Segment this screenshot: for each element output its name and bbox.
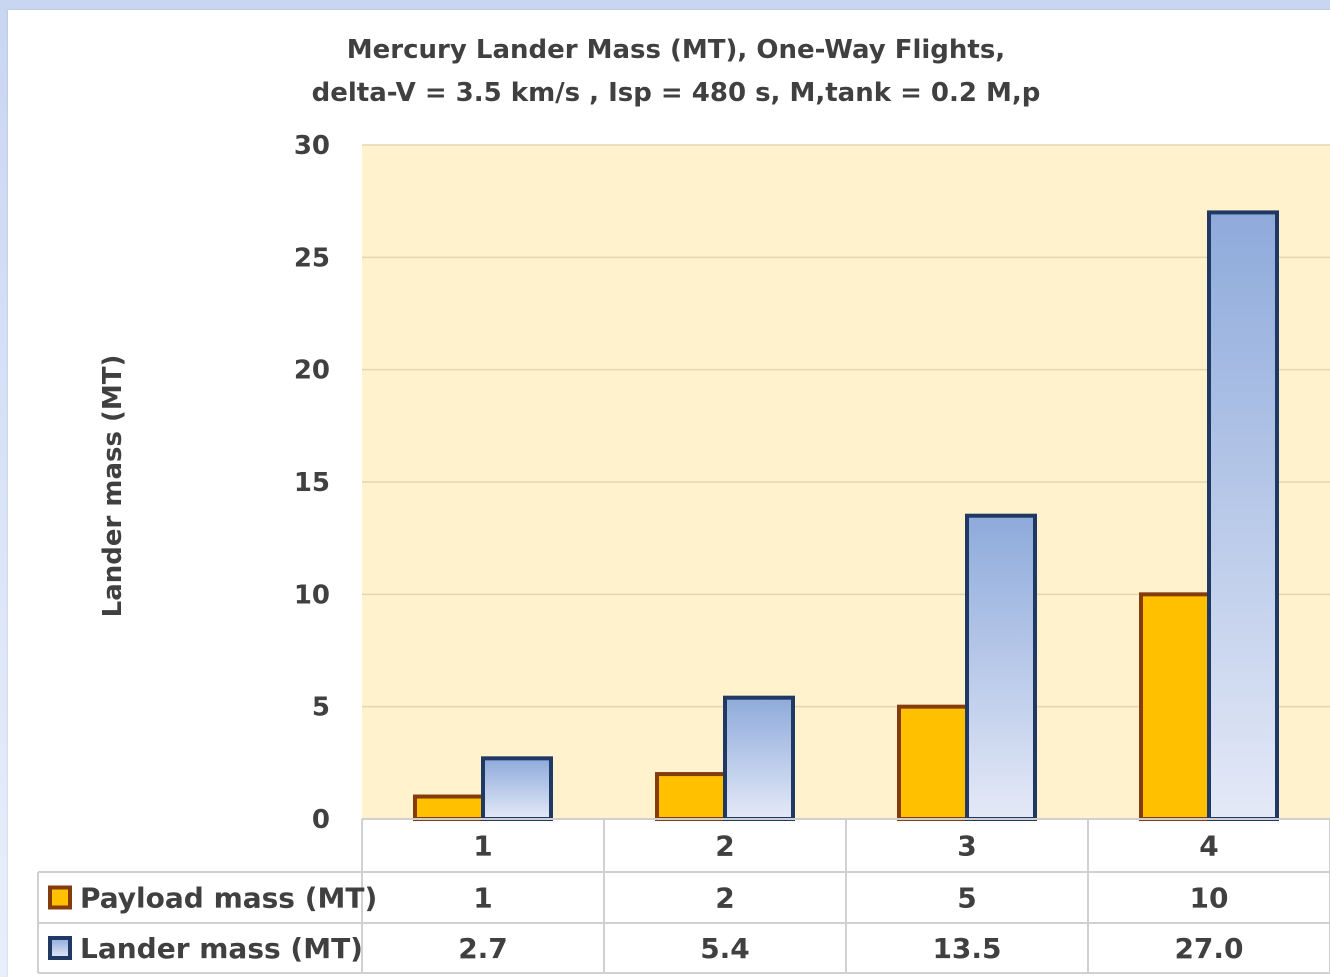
x-tick-label: 2 bbox=[715, 830, 734, 863]
y-tick-label: 25 bbox=[294, 243, 330, 273]
y-tick-label: 20 bbox=[294, 356, 330, 386]
data-label: 13.5 bbox=[932, 932, 1001, 965]
data-label: 10 bbox=[1190, 882, 1229, 915]
legend-swatch bbox=[50, 938, 70, 958]
y-tick-label: 30 bbox=[294, 131, 330, 161]
data-label: 2 bbox=[715, 882, 734, 915]
y-tick-label: 15 bbox=[294, 468, 330, 498]
y-tick-label: 5 bbox=[312, 693, 330, 723]
data-label: 2.7 bbox=[458, 932, 508, 965]
y-axis-ticks: 0 5 10 15 20 25 30 bbox=[294, 131, 330, 835]
chart-area: Mercury Lander Mass (MT), One-Way Flight… bbox=[8, 10, 1330, 977]
y-tick-label: 10 bbox=[294, 580, 330, 610]
x-tick-label: 3 bbox=[957, 830, 976, 863]
y-tick-label: 0 bbox=[312, 805, 330, 835]
lander-mass-bar bbox=[967, 516, 1035, 819]
payload-mass-bar bbox=[415, 797, 483, 819]
data-table: 1 2 3 4 Payload mass (MT) 1 2 5 10 Lander mass (M… bbox=[38, 819, 1330, 973]
lander-mass-bar bbox=[725, 698, 793, 819]
chart-title: Mercury Lander Mass (MT), One-Way Flight… bbox=[347, 35, 1005, 65]
chart-subtitle: delta-V = 3.5 km/s , Isp = 480 s, M,tank… bbox=[312, 78, 1041, 108]
x-tick-label: 1 bbox=[473, 830, 492, 863]
bar-chart: Mercury Lander Mass (MT), One-Way Flight… bbox=[8, 10, 1330, 977]
legend-label: Payload mass (MT) bbox=[80, 882, 377, 915]
payload-mass-bar bbox=[657, 774, 725, 819]
payload-mass-bar bbox=[1141, 594, 1209, 819]
y-axis-label: Lander mass (MT) bbox=[98, 355, 128, 618]
lander-mass-bar bbox=[483, 758, 551, 819]
data-label: 5 bbox=[957, 882, 976, 915]
x-tick-label: 4 bbox=[1199, 830, 1218, 863]
lander-mass-bar bbox=[1209, 212, 1277, 819]
data-label: 5.4 bbox=[700, 932, 750, 965]
payload-mass-bar bbox=[899, 707, 967, 819]
data-label: 1 bbox=[473, 882, 492, 915]
legend-swatch bbox=[50, 888, 70, 908]
legend-label: Lander mass (MT) bbox=[80, 932, 363, 965]
data-label: 27.0 bbox=[1174, 932, 1243, 965]
